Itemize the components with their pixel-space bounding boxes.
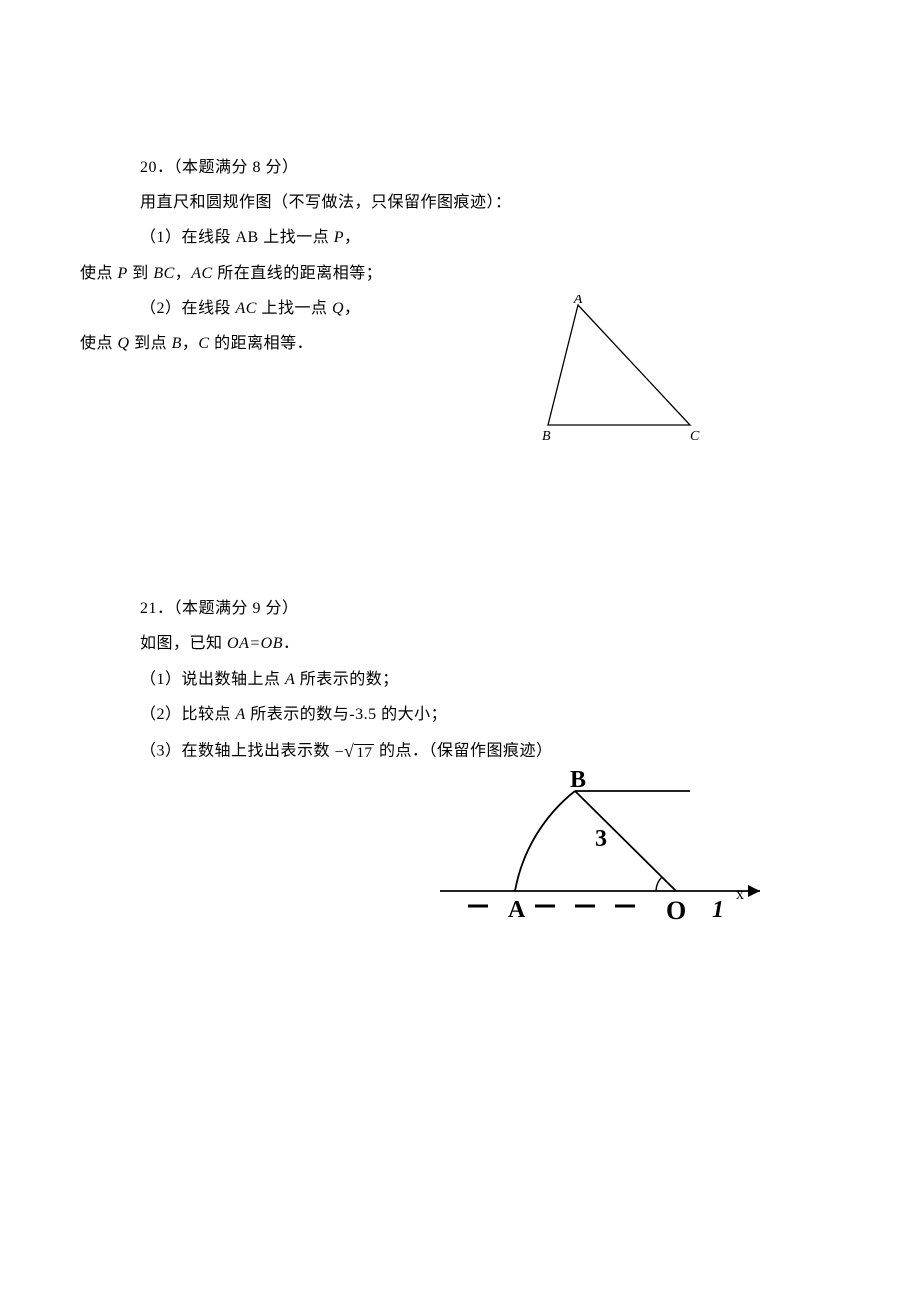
label-B: B [542, 429, 551, 444]
problem-21: 21．（本题满分 9 分） 如图，已知 OA=OB． （1）说出数轴上点 A 所… [80, 591, 840, 771]
q20-p1ca: 使点 [80, 265, 118, 282]
var-AC: AC [191, 265, 212, 282]
label-A: A [573, 295, 583, 307]
q20-p2cc: ， [182, 335, 199, 352]
angle-arc [656, 877, 662, 891]
label-one: 1 [712, 897, 724, 923]
var-C: C [198, 335, 209, 352]
q21-p3a: （3）在数轴上找出表示数 [140, 742, 335, 759]
q20-p1cd: 所在直线的距离相等； [213, 265, 383, 282]
q20-part2-cont: 使点 Q 到点 B，C 的距离相等． [80, 326, 840, 361]
q21-p1a: （1）说出数轴上点 [140, 671, 285, 688]
label-B-fig: B [570, 771, 586, 793]
q20-part1: （1）在线段 AB 上找一点 P， [80, 220, 840, 255]
line-OB [575, 791, 676, 891]
label-x: x [736, 886, 744, 903]
arc-AB [515, 791, 575, 891]
q21-part1: （1）说出数轴上点 A 所表示的数； [80, 662, 840, 697]
q21-p2b: 所表示的数与-3.5 的大小； [246, 706, 447, 723]
var-Q2: Q [118, 335, 130, 352]
q21-intro: 如图，已知 OA=OB． [80, 626, 840, 661]
var-OAOB: OA=OB [227, 635, 283, 652]
neg-sqrt-17: −√17 [335, 732, 375, 772]
var-Q: Q [332, 300, 344, 317]
var-P: P [334, 229, 344, 246]
q20-intro: 用直尺和圆规作图（不写做法，只保留作图痕迹）： [80, 185, 840, 220]
q20-p1b: ， [344, 229, 361, 246]
q21-p2a: （2）比较点 [140, 706, 236, 723]
var-A21b: A [236, 706, 246, 723]
q21-p3b: 的点．（保留作图痕迹） [374, 742, 552, 759]
var-P2: P [118, 265, 128, 282]
label-A-axis: A [508, 897, 526, 923]
q21-part2: （2）比较点 A 所表示的数与-3.5 的大小； [80, 697, 840, 732]
numberline-figure: A O 1 x B 3 [430, 771, 780, 941]
q20-p2cb: 到点 [130, 335, 172, 352]
spacer [80, 361, 840, 511]
q20-header: 20．（本题满分 8 分） [80, 150, 840, 185]
q21-ia: 如图，已知 [140, 635, 227, 652]
neg-sign: − [335, 744, 345, 761]
q20-p2c: ， [344, 300, 361, 317]
label-three: 3 [595, 826, 607, 852]
radicand: 17 [354, 744, 374, 761]
q20-p2cd: 的距离相等． [210, 335, 314, 352]
q21-ib: ． [283, 635, 300, 652]
triangle-shape [548, 305, 690, 425]
q20-p1cb: 到 [128, 265, 154, 282]
q20-p2a: （2）在线段 [140, 300, 236, 317]
q21-header: 21．（本题满分 9 分） [80, 591, 840, 626]
problem-20: 20．（本题满分 8 分） 用直尺和圆规作图（不写做法，只保留作图痕迹）： （1… [80, 150, 840, 361]
q20-p1a: （1）在线段 AB 上找一点 [140, 229, 334, 246]
label-O: O [666, 896, 686, 925]
arrowhead-icon [748, 885, 760, 897]
var-AC2: AC [236, 300, 257, 317]
var-B: B [172, 335, 182, 352]
q20-p1cc: ， [175, 265, 192, 282]
label-C: C [690, 429, 700, 444]
sqrt-symbol: √ [344, 741, 354, 761]
q21-p1b: 所表示的数； [295, 671, 399, 688]
q20-part2: （2）在线段 AC 上找一点 Q， [80, 291, 840, 326]
q20-part1-cont: 使点 P 到 BC，AC 所在直线的距离相等； [80, 256, 840, 291]
triangle-figure: A B C [540, 295, 700, 455]
q20-p2ca: 使点 [80, 335, 118, 352]
var-BC: BC [153, 265, 174, 282]
spacer-2 [80, 511, 840, 591]
q20-p2b: 上找一点 [257, 300, 332, 317]
q21-part3: （3）在数轴上找出表示数 −√17 的点．（保留作图痕迹） [80, 732, 840, 772]
var-A21: A [285, 671, 295, 688]
